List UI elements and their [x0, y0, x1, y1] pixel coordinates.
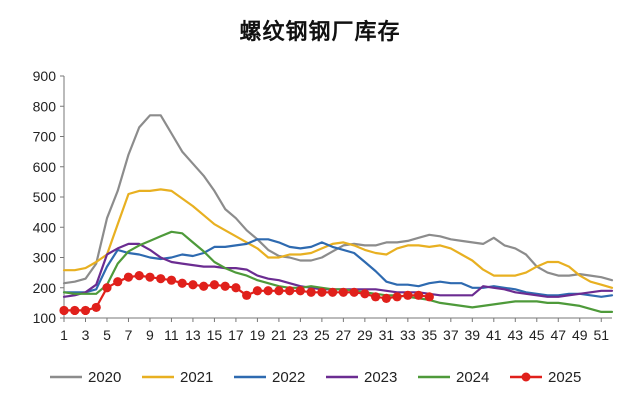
data-point-2025	[102, 283, 112, 293]
data-point-2025	[91, 302, 101, 313]
data-point-2025	[381, 293, 391, 303]
y-tick-label: 600	[33, 159, 57, 175]
legend-label-2024: 2024	[456, 369, 489, 386]
legend-label-2021: 2021	[180, 369, 213, 386]
data-point-2025	[413, 290, 424, 300]
data-point-2025	[166, 275, 177, 285]
data-point-2025	[156, 274, 166, 284]
x-tick-label: 11	[164, 327, 179, 343]
legend-marker-2025	[521, 372, 531, 382]
y-tick-label: 800	[33, 98, 57, 114]
data-point-2025	[424, 292, 434, 302]
x-tick-label: 1	[60, 327, 68, 343]
data-point-2025	[285, 286, 295, 296]
series-lines	[59, 114, 614, 316]
x-tick-label: 3	[82, 327, 90, 343]
data-point-2025	[59, 305, 69, 316]
series-line-2020	[62, 114, 614, 285]
data-point-2025	[134, 271, 144, 281]
y-tick-label: 400	[33, 219, 57, 235]
data-point-2025	[220, 281, 230, 291]
data-point-2025	[252, 286, 263, 296]
data-point-2025	[80, 305, 91, 316]
data-point-2025	[371, 292, 381, 302]
data-point-2025	[177, 278, 187, 288]
data-point-2025	[263, 286, 273, 296]
x-tick-label: 21	[271, 327, 287, 343]
data-point-2025	[360, 289, 370, 299]
legend-label-2023: 2023	[364, 369, 397, 386]
x-tick-label: 37	[443, 327, 459, 343]
x-tick-label: 17	[228, 327, 244, 343]
x-tick-label: 39	[465, 327, 481, 343]
data-point-2025	[199, 281, 209, 291]
data-point-2025	[403, 290, 413, 300]
data-point-2025	[242, 290, 252, 300]
legend: 2020 2021 2022 2023 2024 2025	[50, 369, 581, 386]
legend-label-2020: 2020	[88, 369, 121, 386]
y-tick-label: 700	[33, 129, 57, 145]
x-tick-label: 29	[357, 327, 373, 343]
y-tick-label: 100	[33, 310, 57, 326]
data-point-2025	[338, 287, 348, 297]
legend-label-2025: 2025	[548, 369, 581, 386]
x-tick-label: 49	[572, 327, 588, 343]
x-tick-label: 13	[185, 327, 201, 343]
x-tick-label: 43	[508, 327, 524, 343]
data-point-2025	[145, 272, 155, 282]
x-tick-label: 25	[314, 327, 330, 343]
x-tick-label: 45	[529, 327, 545, 343]
data-point-2025	[306, 287, 316, 297]
series-line-2024	[62, 230, 614, 313]
x-tick-label: 27	[336, 327, 352, 343]
x-tick-label: 19	[250, 327, 266, 343]
data-point-2025	[295, 286, 305, 296]
legend-label-2022: 2022	[272, 369, 305, 386]
y-tick-label: 300	[33, 250, 57, 266]
series-line-2021	[62, 188, 614, 289]
x-tick-label: 41	[486, 327, 502, 343]
chart-title: 螺纹钢钢厂库存	[239, 20, 401, 45]
data-point-2025	[328, 287, 338, 297]
x-tick-label: 47	[550, 327, 566, 343]
data-point-2025	[209, 280, 220, 290]
data-point-2025	[123, 272, 134, 282]
x-tick-label: 15	[207, 327, 223, 343]
y-tick-label: 500	[33, 189, 57, 205]
data-point-2025	[231, 283, 241, 293]
x-tick-label: 7	[125, 327, 133, 343]
y-tick-label: 200	[33, 280, 57, 296]
x-tick-label: 33	[400, 327, 416, 343]
x-tick-label: 9	[146, 327, 154, 343]
x-tick-label: 35	[422, 327, 438, 343]
x-tick-label: 51	[593, 327, 609, 343]
series-line-2022	[62, 238, 614, 298]
data-point-2025	[188, 280, 198, 290]
data-point-2025	[392, 292, 402, 302]
data-point-2025	[317, 287, 327, 297]
data-point-2025	[349, 287, 359, 297]
data-point-2025	[70, 305, 80, 316]
y-tick-label: 900	[33, 68, 57, 84]
data-point-2025	[274, 286, 284, 296]
x-tick-label: 23	[293, 327, 309, 343]
data-point-2025	[113, 277, 123, 287]
x-tick-label: 31	[379, 327, 395, 343]
x-tick-label: 5	[103, 327, 111, 343]
